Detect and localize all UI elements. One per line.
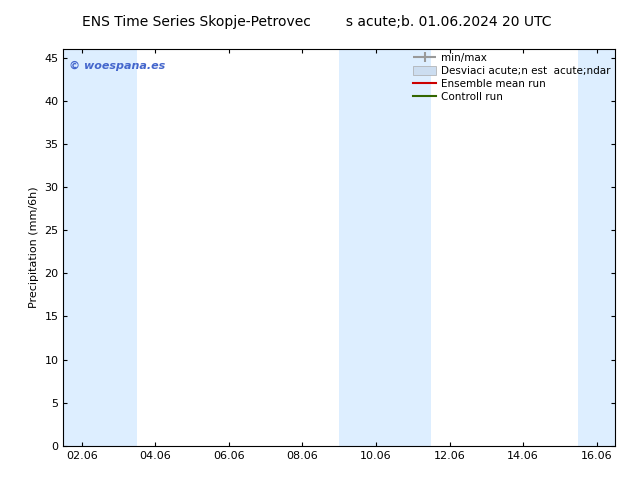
Legend: min/max, Desviaci acute;n est  acute;ndar, Ensemble mean run, Controll run: min/max, Desviaci acute;n est acute;ndar… xyxy=(411,51,613,104)
Bar xyxy=(339,49,431,446)
Bar xyxy=(63,49,137,446)
Text: © woespana.es: © woespana.es xyxy=(69,61,165,71)
Bar xyxy=(578,49,615,446)
Text: ENS Time Series Skopje-Petrovec        s acute;b. 01.06.2024 20 UTC: ENS Time Series Skopje-Petrovec s acute;… xyxy=(82,15,552,29)
Y-axis label: Precipitation (mm/6h): Precipitation (mm/6h) xyxy=(29,187,39,308)
